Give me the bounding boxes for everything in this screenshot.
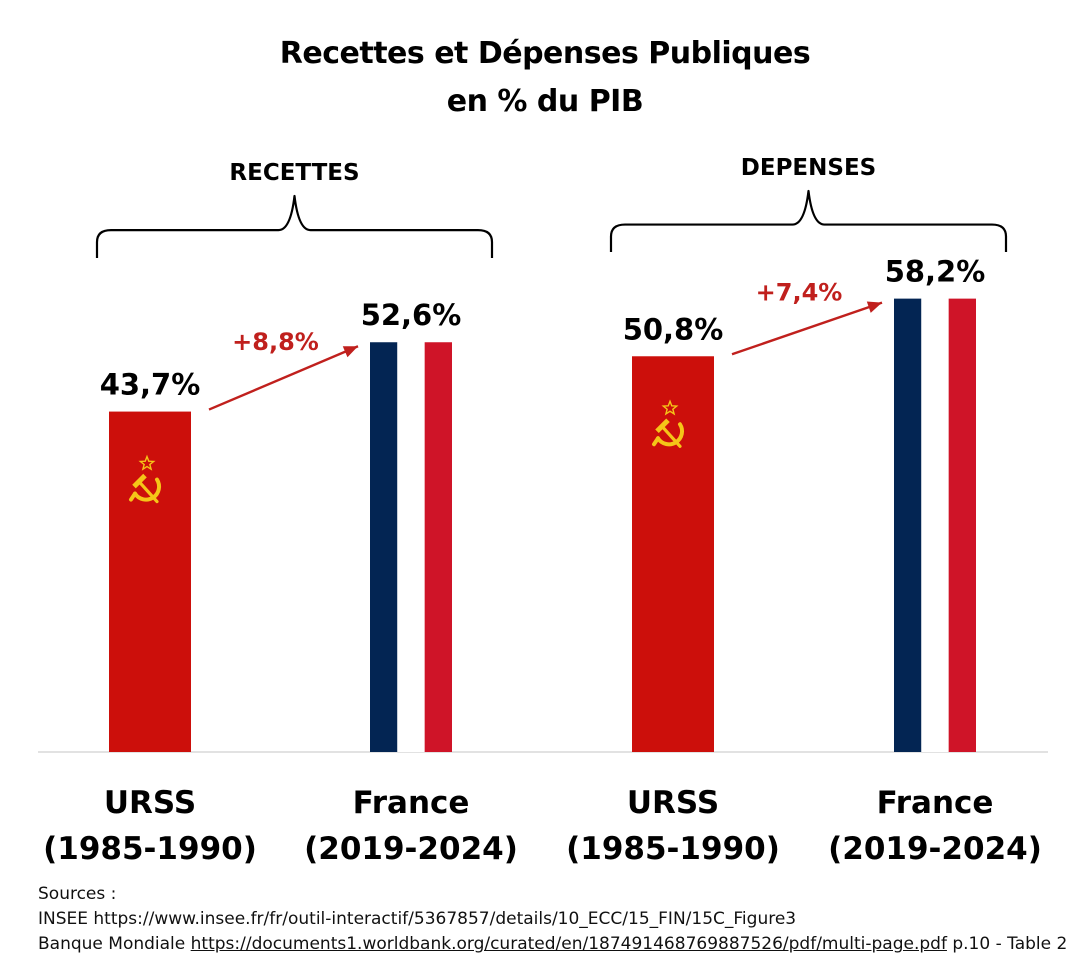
flag-stripe-blue bbox=[370, 342, 398, 752]
arrow-head bbox=[342, 346, 358, 358]
flag-stripe-white bbox=[397, 342, 425, 752]
bar-0-1 bbox=[370, 342, 452, 752]
bar-chart: RECETTES 43,7% URSS (1985-1990) 52,6% France (… bbox=[38, 155, 1048, 867]
source-world-bank-link[interactable]: https://documents1.worldbank.org/curated… bbox=[190, 934, 947, 954]
delta-arrow-0 bbox=[208, 345, 359, 411]
source-world-bank-prefix: Banque Mondiale bbox=[38, 934, 191, 954]
sickle-handle bbox=[652, 436, 660, 447]
chart-title-line2: en % du PIB bbox=[446, 84, 644, 119]
period-label-1-1: (2019-2024) bbox=[828, 831, 1042, 867]
delta-label-0: +8,8% bbox=[232, 328, 319, 356]
category-label-1-1: France bbox=[877, 785, 994, 821]
delta-arrow-1 bbox=[731, 301, 883, 356]
source-world-bank-suffix: p.10 - Table 2 bbox=[946, 934, 1068, 954]
ussr-emblem-icon-0 bbox=[129, 454, 161, 504]
bar-1-0 bbox=[632, 356, 714, 752]
star-icon bbox=[661, 399, 679, 416]
period-label-1-0: (1985-1990) bbox=[566, 831, 780, 867]
sources-heading: Sources : bbox=[38, 884, 117, 904]
group-label-0: RECETTES bbox=[229, 160, 359, 186]
chart-title-line1: Recettes et Dépenses Publiques bbox=[279, 36, 811, 71]
bar-1-1 bbox=[894, 298, 976, 752]
ussr-emblem-icon-1 bbox=[652, 399, 684, 448]
category-label-1-0: URSS bbox=[627, 785, 719, 821]
star-icon bbox=[138, 454, 156, 471]
hammer-head bbox=[655, 418, 670, 434]
arrow-head bbox=[866, 301, 882, 313]
arrow-shaft bbox=[731, 301, 883, 356]
group-brace-0 bbox=[95, 194, 494, 258]
flag-stripe-red bbox=[948, 298, 976, 752]
arrow-shaft bbox=[208, 345, 359, 411]
group-label-1: DEPENSES bbox=[741, 155, 876, 181]
sickle-handle bbox=[129, 491, 137, 502]
value-label-1-1: 58,2% bbox=[885, 255, 986, 289]
hammer-handle bbox=[137, 479, 159, 504]
category-label-0-0: URSS bbox=[104, 785, 196, 821]
value-label-0-1: 52,6% bbox=[361, 298, 462, 332]
flag-stripe-blue bbox=[894, 298, 922, 752]
source-world-bank: Banque Mondiale https://documents1.world… bbox=[38, 934, 1067, 954]
flag-stripe-red bbox=[424, 342, 452, 752]
period-label-0-0: (1985-1990) bbox=[43, 831, 257, 867]
category-label-0-1: France bbox=[353, 785, 470, 821]
source-insee: INSEE https://www.insee.fr/fr/outil-inte… bbox=[38, 909, 797, 929]
delta-label-1: +7,4% bbox=[756, 278, 843, 306]
bar-0-0 bbox=[109, 411, 191, 752]
value-label-0-0: 43,7% bbox=[100, 368, 201, 402]
hammer-handle bbox=[660, 424, 682, 448]
period-label-0-1: (2019-2024) bbox=[304, 831, 518, 867]
value-label-1-0: 50,8% bbox=[623, 312, 724, 346]
flag-stripe-white bbox=[921, 298, 949, 752]
hammer-head bbox=[132, 473, 147, 489]
group-brace-1 bbox=[609, 189, 1008, 252]
